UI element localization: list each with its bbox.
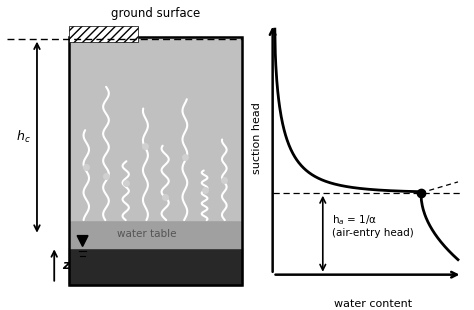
Bar	[69, 26, 138, 42]
Text: suction head: suction head	[252, 102, 263, 174]
Text: water content: water content	[334, 299, 412, 309]
Bar	[69, 220, 242, 248]
Text: ground surface: ground surface	[110, 7, 200, 20]
Text: h$_c$: h$_c$	[16, 129, 31, 145]
Text: z: z	[62, 259, 69, 272]
Bar	[69, 37, 242, 285]
Bar	[69, 248, 242, 285]
Polygon shape	[77, 236, 88, 246]
Bar	[69, 37, 242, 220]
Text: water table: water table	[117, 229, 176, 239]
Text: h$_a$ = 1/α
(air-entry head): h$_a$ = 1/α (air-entry head)	[331, 213, 413, 238]
